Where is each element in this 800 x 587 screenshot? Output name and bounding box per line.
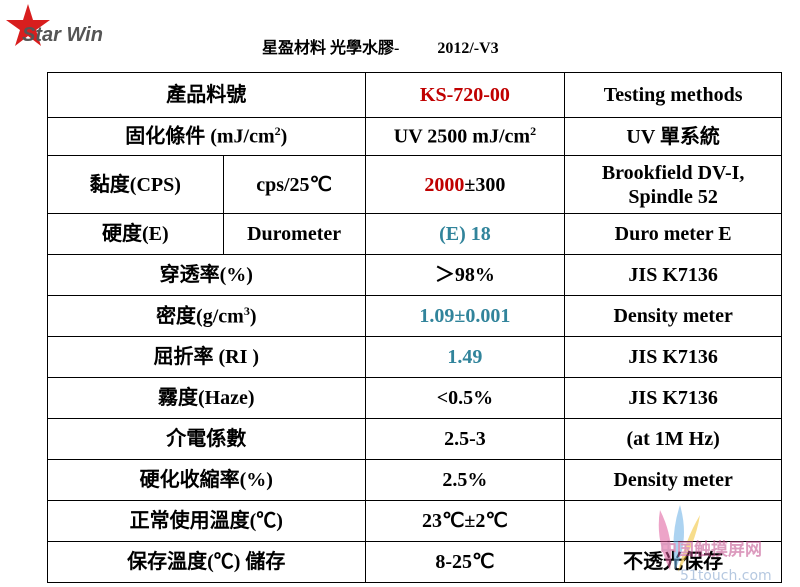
row: 屈折率 (RI ) 1.49 JIS K7136: [47, 336, 782, 378]
cell: 8-25℃: [364, 541, 566, 583]
cell: 1.49: [364, 336, 566, 378]
cell: JIS K7136: [564, 336, 782, 378]
cell: 硬化收縮率(%): [47, 459, 366, 501]
cell: 固化條件 (mJ/cm2): [47, 117, 366, 156]
cell: Density meter: [564, 459, 782, 501]
row: 產品料號 KS-720-00 Testing methods: [47, 72, 782, 118]
row: 介電係數 2.5-3 (at 1M Hz): [47, 418, 782, 460]
cell: 硬度(E): [47, 213, 224, 255]
row: 密度(g/cm3) 1.09±0.001 Density meter: [47, 295, 782, 337]
cell: (at 1M Hz): [564, 418, 782, 460]
cell: 正常使用溫度(℃): [47, 500, 366, 542]
row: 黏度(CPS) cps/25℃ 2000±300 Brookfield DV-I, Sp…: [47, 155, 782, 214]
cell: Durometer: [222, 213, 366, 255]
row: 固化條件 (mJ/cm2) UV 2500 mJ/cm2 UV 單系統: [47, 117, 782, 156]
row: 正常使用溫度(℃) 23℃±2℃: [47, 500, 782, 542]
cell: 2.5%: [364, 459, 566, 501]
logo: Star Win: [6, 4, 103, 46]
text: 固化條件 (mJ/cm: [125, 125, 275, 148]
cell: [564, 500, 782, 542]
cell: 屈折率 (RI ): [47, 336, 366, 378]
cell: 保存溫度(℃) 儲存: [47, 541, 366, 583]
cell: cps/25℃: [222, 155, 366, 214]
logo-text: Star Win: [22, 24, 103, 46]
title: 星盈材料 光學水膠- 2012/-V3: [262, 34, 499, 58]
version: 2012/-V3: [437, 40, 499, 57]
sup: 3: [243, 303, 250, 318]
text: Brookfield DV-I,: [601, 161, 745, 184]
cell: 黏度(CPS): [47, 155, 224, 214]
cell: 產品料號: [47, 72, 366, 118]
title-text: 星盈材料 光學水膠-: [262, 40, 400, 57]
cell: 不透光保存: [564, 541, 782, 583]
row: 保存溫度(℃) 儲存 8-25℃ 不透光保存: [47, 541, 782, 583]
cell: JIS K7136: [564, 377, 782, 419]
text: 2000: [424, 173, 465, 196]
cell: 介電係數: [47, 418, 366, 460]
cell: Testing methods: [564, 72, 782, 118]
cell: 2.5-3: [364, 418, 566, 460]
text: ±300: [464, 173, 506, 196]
cell: 霧度(Haze): [47, 377, 366, 419]
row: 硬度(E) Durometer (E) 18 Duro meter E: [47, 213, 782, 255]
cell: 穿透率(%): [47, 254, 366, 296]
cell: 密度(g/cm3): [47, 295, 366, 337]
row: 穿透率(%) ＞98% JIS K7136: [47, 254, 782, 296]
cell: UV 2500 mJ/cm2: [364, 117, 566, 156]
cell: Density meter: [564, 295, 782, 337]
text: Spindle 52: [628, 185, 718, 208]
cell: ＞98%: [364, 254, 566, 296]
watermark-url: 51touch.com: [680, 568, 772, 584]
cell: Duro meter E: [564, 213, 782, 255]
cell: Brookfield DV-I, Spindle 52: [564, 155, 782, 214]
cell: JIS K7136: [564, 254, 782, 296]
watermark-site: 中国触摸屏网: [660, 539, 762, 560]
spec-table: 產品料號 KS-720-00 Testing methods 固化條件 (mJ/cm…: [47, 72, 782, 583]
cell: 1.09±0.001: [364, 295, 566, 337]
cell: KS-720-00: [364, 72, 566, 118]
watermark: 中国触摸屏网 51touch.com: [658, 505, 772, 584]
sup: 2: [530, 124, 537, 139]
text: ): [249, 305, 257, 328]
row: 霧度(Haze) <0.5% JIS K7136: [47, 377, 782, 419]
cell: 2000±300: [364, 155, 566, 214]
text: UV 2500 mJ/cm: [393, 125, 531, 148]
cell: (E) 18: [364, 213, 566, 255]
text: ): [280, 125, 288, 148]
text: 密度(g/cm: [156, 305, 244, 328]
row: 硬化收縮率(%) 2.5% Density meter: [47, 459, 782, 501]
cell: UV 單系統: [564, 117, 782, 156]
cell: <0.5%: [364, 377, 566, 419]
sup: 2: [274, 124, 281, 139]
cell: 23℃±2℃: [364, 500, 566, 542]
